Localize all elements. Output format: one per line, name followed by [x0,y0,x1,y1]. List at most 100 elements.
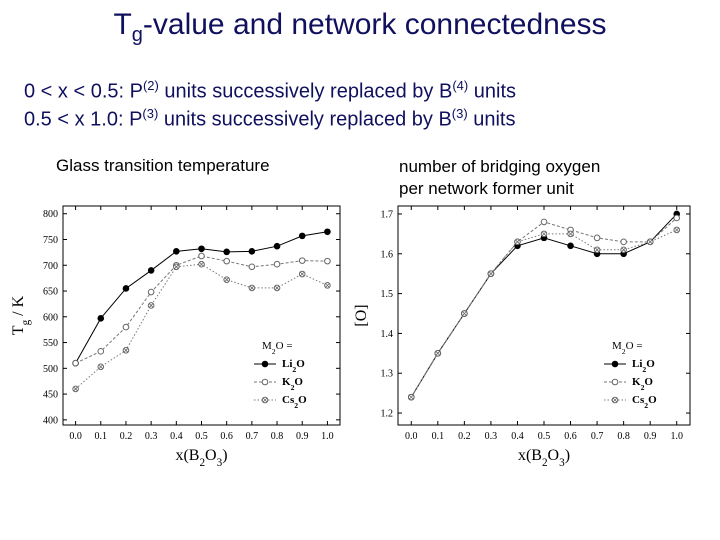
caption-right-line-1: number of bridging oxygen [399,157,601,176]
y-tick-label: 600 [43,312,58,323]
data-point [122,346,130,354]
marker-cross [621,247,626,253]
data-point [673,226,681,234]
data-point [593,234,601,242]
caption-bridging-oxygen: number of bridging oxygen per network for… [399,156,699,200]
marker-cross [73,386,78,392]
data-point [72,385,79,393]
data-point [147,302,155,309]
bridging-oxygen-chart: 0.0 0.1 0.2 0.3 0.4 0.5 0.6 0.7 0.8 0.9 1.0 1.2 1.3 1… [353,205,691,469]
y-tick-label: 1.7 [381,209,394,220]
data-point [122,323,130,331]
x-tick-label: 0.1 [95,431,108,442]
x-tick-label: 0.9 [644,431,657,442]
x-tick-label: 0.8 [617,431,630,442]
caption-glass-transition: Glass transition temperature [56,156,270,175]
legend-label-k2o: K2O [632,376,653,392]
x-tick-label: 0.3 [145,431,158,442]
marker-cross [174,264,179,270]
y-tick-label: 1.5 [381,289,394,300]
data-point [434,350,442,357]
data-point [298,257,306,264]
data-point [97,348,105,355]
data-point [514,238,521,246]
y-tick-label: 800 [43,209,58,220]
data-point [593,246,601,254]
marker-cross [148,303,154,308]
data-point [198,252,205,260]
data-point [487,270,495,277]
data-point [198,260,205,268]
x-tick-label: 0.5 [538,431,551,442]
marker-cross [594,247,600,253]
x-tick-label: 1.0 [670,431,683,442]
marker-cross [541,231,547,237]
data-point [147,267,155,274]
series-k2o [407,214,681,401]
marker-cross [98,364,104,370]
y-tick-label: 500 [43,364,58,375]
marker-cross [647,239,653,245]
x-tick-label: 0.4 [170,431,183,442]
legend-label-li2o: Li2O [282,358,305,374]
data-point [248,263,256,271]
line2-c: units [467,108,516,131]
data-point [567,230,574,238]
line2-sup1: (3) [142,106,159,121]
x-axis-label: x(B2O3) [518,447,570,469]
legend-marker [611,378,619,386]
line2-b: units successively replaced by B [158,108,452,131]
data-point [620,246,627,254]
legend-marker [261,396,269,404]
y-tick-label: 450 [43,390,58,401]
y-tick-label: 650 [43,287,58,298]
data-point [324,257,331,265]
data-point [147,288,155,296]
series-line [75,263,328,390]
x-tick-label: 0.8 [271,431,284,442]
data-point [273,242,281,250]
x-tick-label: 0.2 [120,431,133,442]
series-cs2o [72,260,331,393]
legend-marker [261,360,269,368]
legend-label-k2o: K2O [282,376,303,392]
y-tick-label: 1.6 [381,249,394,260]
marker-cross [199,261,204,267]
data-point [620,238,627,246]
line2-a: 0.5 < x 1.0: P [24,108,143,131]
slide-title: Tg-value and network connectedness [0,8,720,47]
data-point [198,245,205,253]
x-tick-label: 0.3 [485,431,498,442]
marker-cross [325,283,330,288]
legend-marker [611,360,619,368]
x-tick-label: 0.4 [511,431,524,442]
x-tick-label: 0.1 [432,431,445,442]
y-tick-label: 550 [43,338,58,349]
line1-a: 0 < x < 0.5: P [24,80,143,103]
description-line-2: 0.5 < x 1.0: P(3) units successively rep… [24,106,515,132]
line2-sup2: (3) [451,106,468,121]
data-point [223,257,230,265]
x-tick-label: 0.7 [246,431,259,442]
y-tick-label: 700 [43,261,58,272]
title-main: T [113,8,132,41]
y-axis-label: [O] [353,304,370,326]
series-line [75,255,328,364]
data-point [646,238,654,246]
data-point [298,232,306,240]
data-point [407,393,415,401]
x-tick-label: 0.0 [69,431,82,442]
x-tick-label: 0.5 [195,431,208,442]
marker-cross [435,351,441,356]
x-tick-label: 0.6 [564,431,577,442]
data-point [173,263,180,271]
marker-cross [224,277,229,282]
tg-chart: 0.0 0.1 0.2 0.3 0.4 0.5 0.6 0.7 0.8 0.9 1.0 400 450 5… [10,205,341,469]
y-tick-label: 1.3 [381,369,394,380]
y-tick-label: 750 [43,235,58,246]
marker-cross [515,239,520,245]
x-tick-label: 0.6 [220,431,233,442]
data-point [540,230,548,238]
data-point [248,248,256,255]
y-tick-label: 1.2 [381,409,394,420]
